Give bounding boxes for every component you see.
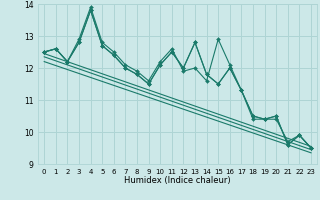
X-axis label: Humidex (Indice chaleur): Humidex (Indice chaleur): [124, 176, 231, 185]
